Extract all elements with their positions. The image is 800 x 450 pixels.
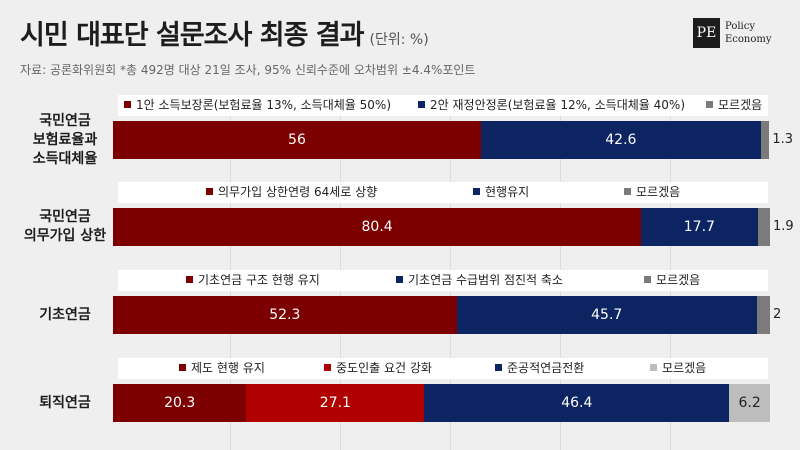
- row-label-line: 국민연금: [39, 209, 91, 225]
- stacked-bar: 20.3 27.1 46.4 6.2: [113, 384, 770, 422]
- legend-swatch: [644, 276, 651, 283]
- legend-swatch: [324, 364, 331, 371]
- bar-segment: [729, 384, 770, 422]
- legend-label: 기초연금 수급범위 점진적 축소: [408, 273, 563, 287]
- legend-swatch: [206, 188, 213, 195]
- bar-segment: [113, 208, 642, 246]
- bar-segment: [480, 121, 761, 159]
- data-label: 20.3: [164, 395, 196, 411]
- row-label-line: 의무가입 상한: [23, 228, 107, 244]
- legend: 제도 현행 유지 중도인출 요건 강화 준공적연금전환 모르겠음: [118, 358, 768, 379]
- stacked-bar: 80.4 17.7 1.9: [113, 208, 794, 246]
- legend-item: 모르겠음: [650, 358, 706, 379]
- legend-item: 기초연금 수급범위 점진적 축소: [396, 270, 563, 291]
- bar-segment: [456, 296, 757, 334]
- legend-label: 모르겠음: [656, 273, 701, 287]
- legend-label: 준공적연금전환: [507, 361, 585, 375]
- legend-label: 1안 소득보장론(보험료율 13%, 소득대체율 50%): [136, 98, 392, 112]
- data-label: 27.1: [319, 395, 351, 411]
- legend-item: 모르겠음: [644, 270, 700, 291]
- legend-label: 모르겠음: [718, 98, 763, 112]
- logo-line-2: Economy: [725, 34, 772, 45]
- legend-item: 1안 소득보장론(보험료율 13%, 소득대체율 50%): [124, 95, 391, 116]
- row-label-line: 국민연금: [39, 112, 91, 129]
- logo-line-1: Policy: [725, 21, 755, 32]
- bar-segment: [756, 296, 770, 334]
- bar-segment: [641, 208, 758, 246]
- logo-wordmark: Policy Economy: [725, 20, 772, 46]
- legend-swatch: [186, 276, 193, 283]
- legend-swatch: [473, 188, 480, 195]
- legend-swatch: [706, 101, 713, 108]
- legend-swatch: [396, 276, 403, 283]
- legend-swatch: [418, 101, 425, 108]
- legend-item: 의무가입 상한연령 64세로 상향: [206, 182, 377, 203]
- legend-item: 2안 재정안정론(보험료율 12%, 소득대체율 40%): [418, 95, 685, 116]
- data-label: 17.7: [683, 219, 715, 235]
- legend-item: 기초연금 구조 현행 유지: [186, 270, 320, 291]
- legend-label: 제도 현행 유지: [191, 361, 265, 375]
- row-label: 퇴직연금: [20, 394, 110, 413]
- logo-mark: PE: [693, 18, 720, 48]
- legend-label: 의무가입 상한연령 64세로 상향: [218, 185, 378, 199]
- legend-label: 2안 재정안정론(보험료율 12%, 소득대체율 40%): [430, 98, 686, 112]
- chart-title: 시민 대표단 설문조사 최종 결과 (단위: %): [20, 13, 429, 52]
- data-label: 45.7: [591, 307, 623, 323]
- bar-segment: [246, 384, 425, 422]
- legend-swatch: [124, 101, 131, 108]
- legend: 1안 소득보장론(보험료율 13%, 소득대체율 50%) 2안 재정안정론(보험…: [118, 95, 768, 116]
- legend-item: 중도인출 요건 강화: [324, 358, 432, 379]
- legend-swatch: [495, 364, 502, 371]
- bar-segment: [424, 384, 730, 422]
- legend-item: 준공적연금전환: [495, 358, 584, 379]
- data-label: 6.2: [738, 395, 761, 411]
- chart-source-note: 자료: 공론화위원회 *총 492명 대상 21일 조사, 95% 신뢰수준에 …: [20, 63, 476, 77]
- chart-title-text: 시민 대표단 설문조사 최종 결과: [20, 20, 365, 51]
- legend: 의무가입 상한연령 64세로 상향 현행유지 모르겠음: [118, 182, 768, 203]
- data-label: 2: [773, 307, 782, 322]
- bar-segment: [757, 208, 770, 246]
- stacked-bar: 52.3 45.7 2: [113, 296, 781, 334]
- data-label: 56: [288, 132, 306, 148]
- legend-swatch: [650, 364, 657, 371]
- bar-segment: [113, 121, 481, 159]
- legend-label: 기초연금 구조 현행 유지: [198, 273, 320, 287]
- bar-segment: [113, 296, 457, 334]
- row-label: 기초연금: [20, 306, 110, 325]
- data-label: 46.4: [561, 395, 593, 411]
- legend-swatch: [179, 364, 186, 371]
- row-label-line: 퇴직연금: [39, 394, 91, 411]
- data-label: 80.4: [361, 219, 393, 235]
- bar-segment: [113, 384, 247, 422]
- legend-label: 모르겠음: [636, 185, 681, 199]
- legend-label: 모르겠음: [662, 361, 707, 375]
- legend-label: 현행유지: [485, 185, 530, 199]
- data-label: 42.6: [605, 132, 637, 148]
- data-label: 1.3: [772, 132, 794, 147]
- row-label-line: 보험료율과: [32, 131, 98, 148]
- legend-item: 제도 현행 유지: [179, 358, 265, 379]
- legend-swatch: [624, 188, 631, 195]
- bar-segment: [760, 121, 770, 159]
- stacked-bar: 56 42.6 1.3: [113, 121, 793, 159]
- legend-item: 현행유지: [473, 182, 529, 203]
- legend-item: 모르겠음: [706, 95, 762, 116]
- legend-label: 중도인출 요건 강화: [336, 361, 432, 375]
- row-label-line: 소득대체율: [32, 150, 98, 167]
- legend: 기초연금 구조 현행 유지 기초연금 수급범위 점진적 축소 모르겠음: [118, 270, 768, 291]
- data-label: 1.9: [773, 219, 794, 234]
- data-label: 52.3: [269, 307, 301, 323]
- chart-unit: (단위: %): [369, 32, 429, 48]
- row-label-line: 기초연금: [39, 306, 91, 323]
- legend-item: 모르겠음: [624, 182, 680, 203]
